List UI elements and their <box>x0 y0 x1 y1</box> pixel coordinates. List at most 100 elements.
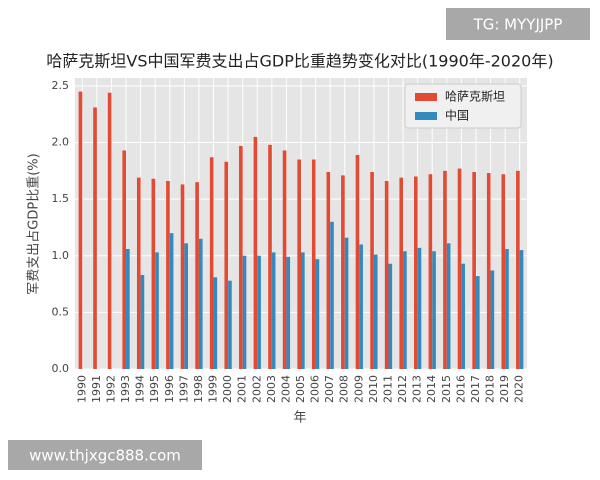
bar <box>501 174 506 369</box>
y-tick-label: 1.5 <box>52 192 70 205</box>
bar <box>344 237 349 369</box>
bar <box>169 233 174 369</box>
legend-label: 中国 <box>445 108 469 123</box>
bar <box>414 176 418 369</box>
bar <box>388 263 393 369</box>
bar <box>224 161 229 369</box>
bar <box>432 251 436 369</box>
bar <box>370 171 374 369</box>
x-tick-label: 2009 <box>352 375 365 403</box>
bar <box>330 221 334 369</box>
watermark: www.thjxgc888.com <box>29 447 181 465</box>
bar <box>268 144 272 369</box>
x-tick-label: 2008 <box>338 375 351 403</box>
bar <box>446 243 451 369</box>
bar <box>461 263 466 369</box>
x-tick-label: 1997 <box>177 375 190 403</box>
bar <box>253 136 258 369</box>
bar <box>519 250 524 369</box>
bar <box>428 174 433 369</box>
x-tick-label: 1991 <box>90 375 103 403</box>
bar <box>475 276 480 369</box>
y-tick-label: 1.0 <box>52 249 70 262</box>
bar <box>403 251 407 369</box>
x-tick-label: 2006 <box>309 375 322 403</box>
bar <box>213 277 218 369</box>
bar <box>384 181 389 369</box>
x-tick-label: 2000 <box>221 375 234 403</box>
bar <box>399 177 404 369</box>
x-tick-label: 2018 <box>484 375 497 403</box>
bar <box>315 259 320 369</box>
bar <box>355 154 360 369</box>
bar <box>359 244 363 369</box>
bar <box>297 159 301 369</box>
x-tick-label: 2002 <box>250 375 263 403</box>
y-tick-label: 0.0 <box>52 362 70 375</box>
bar <box>417 247 422 369</box>
bar <box>155 252 159 369</box>
bar <box>166 181 170 369</box>
bar <box>505 248 509 369</box>
bar <box>136 177 141 369</box>
bar <box>126 248 130 369</box>
x-tick-label: 1998 <box>192 375 205 403</box>
bar <box>301 252 305 369</box>
bar <box>457 168 462 369</box>
x-tick-label: 1990 <box>75 375 88 403</box>
bar <box>282 150 287 369</box>
x-tick-label: 2004 <box>279 375 292 403</box>
legend-swatch <box>415 93 437 101</box>
bar <box>443 170 447 369</box>
x-tick-label: 2005 <box>294 375 307 403</box>
x-tick-label: 2014 <box>425 375 438 403</box>
bar <box>78 91 83 369</box>
bar <box>271 252 276 369</box>
legend-label: 哈萨克斯坦 <box>445 90 505 104</box>
x-axis-label: 年 <box>293 411 306 426</box>
x-tick-label: 1992 <box>104 375 117 403</box>
bar <box>373 254 378 369</box>
x-tick-label: 2012 <box>396 375 409 403</box>
bar <box>311 159 316 369</box>
bar <box>180 184 185 369</box>
chart-title: 哈萨克斯坦VS中国军费支出占GDP比重趋势变化对比(1990年-2020年) <box>46 52 553 71</box>
bar <box>209 157 214 369</box>
bar <box>122 150 127 369</box>
bar <box>242 255 247 369</box>
x-tick-label: 2013 <box>411 375 424 403</box>
y-tick-label: 2.0 <box>52 136 70 149</box>
watermark-box <box>8 440 202 470</box>
bar <box>286 256 291 369</box>
bar <box>326 171 331 369</box>
x-tick-label: 2007 <box>323 375 336 403</box>
x-tick-label: 2001 <box>236 375 249 403</box>
bar <box>151 178 156 369</box>
x-tick-label: 2020 <box>513 375 526 403</box>
bar <box>184 243 188 369</box>
x-tick-label: 1994 <box>134 375 147 403</box>
bar <box>107 92 112 369</box>
x-tick-label: 2015 <box>440 375 453 403</box>
x-tick-label: 1993 <box>119 375 132 403</box>
bar <box>228 280 232 369</box>
legend-swatch <box>415 112 437 120</box>
x-tick-label: 2003 <box>265 375 278 403</box>
watermark: TG: MYYJJPP <box>473 16 563 34</box>
bar <box>472 171 476 369</box>
x-tick-label: 2019 <box>498 375 511 403</box>
bar <box>239 145 243 369</box>
y-tick-label: 2.5 <box>52 79 70 92</box>
bar <box>257 255 261 369</box>
bar <box>93 107 97 369</box>
bar <box>490 270 495 369</box>
bar <box>516 170 520 369</box>
x-tick-label: 2016 <box>454 375 467 403</box>
bar <box>486 173 491 369</box>
x-tick-label: 1999 <box>207 375 220 403</box>
bar <box>198 238 203 369</box>
bar <box>140 275 145 369</box>
x-tick-label: 1995 <box>148 375 161 403</box>
y-tick-label: 0.5 <box>52 305 70 318</box>
x-tick-label: 2010 <box>367 375 380 403</box>
